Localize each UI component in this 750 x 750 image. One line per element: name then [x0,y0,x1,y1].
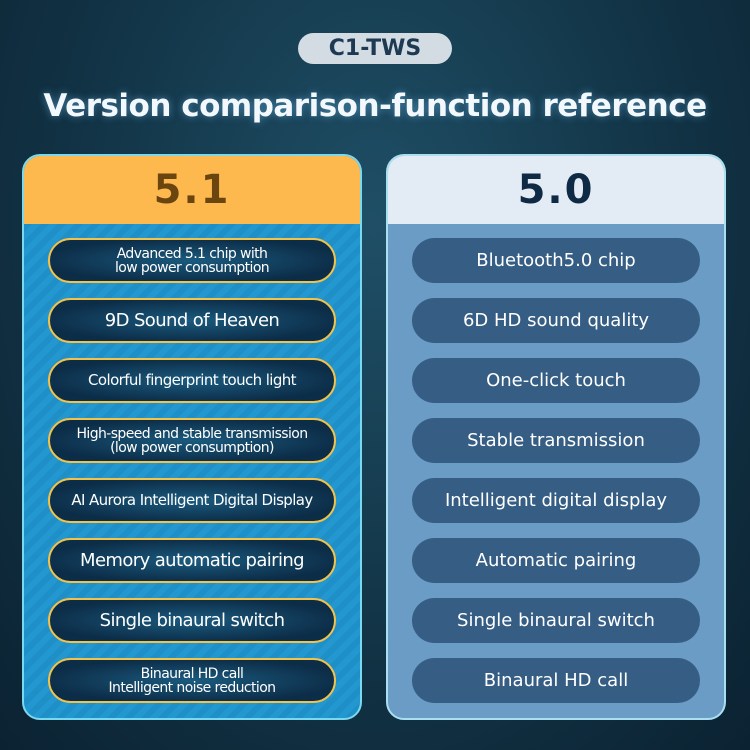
feature-pill: 9D Sound of Heaven [48,298,336,343]
feature-pill: Colorful fingerprint touch light [48,358,336,403]
card-title: 5.0 [388,156,724,224]
feature-pill: Automatic pairing [412,538,700,583]
feature-pill: High-speed and stable transmission (low … [48,418,336,463]
feature-pill: AI Aurora Intelligent Digital Display [48,478,336,523]
card-title: 5.1 [24,156,360,224]
version-5-1-card: 5.1 Advanced 5.1 chip with low power con… [22,154,362,720]
feature-pill: Single binaural switch [48,598,336,643]
feature-pill: 6D HD sound quality [412,298,700,343]
feature-pill: Binaural HD call Intelligent noise reduc… [48,658,336,703]
feature-pill: Memory automatic pairing [48,538,336,583]
version-5-0-card: 5.0 Bluetooth5.0 chip 6D HD sound quality… [386,154,726,720]
feature-pill: Stable transmission [412,418,700,463]
feature-pill: Intelligent digital display [412,478,700,523]
feature-pill: One-click touch [412,358,700,403]
feature-pill: Bluetooth5.0 chip [412,238,700,283]
page-title: Version comparison-function reference [43,88,707,124]
feature-pill: Advanced 5.1 chip with low power consump… [48,238,336,283]
feature-pill: Single binaural switch [412,598,700,643]
feature-pill: Binaural HD call [412,658,700,703]
model-tag[interactable]: C1-TWS [298,33,452,64]
